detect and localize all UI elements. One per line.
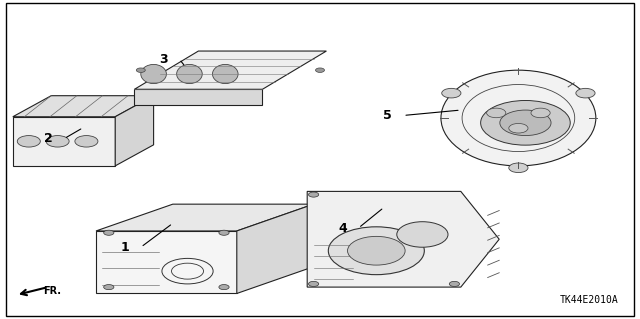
Circle shape (509, 163, 528, 173)
Text: 2: 2 (44, 132, 52, 145)
Polygon shape (115, 96, 154, 166)
Ellipse shape (441, 70, 596, 166)
Circle shape (104, 230, 114, 235)
Text: 1: 1 (120, 241, 129, 254)
Circle shape (481, 100, 570, 145)
Circle shape (531, 108, 550, 118)
Circle shape (486, 108, 506, 118)
Circle shape (308, 281, 319, 286)
Text: 5: 5 (383, 109, 392, 122)
Circle shape (576, 88, 595, 98)
Ellipse shape (212, 64, 238, 84)
Polygon shape (13, 117, 115, 166)
Circle shape (219, 230, 229, 235)
Circle shape (397, 222, 448, 247)
Text: 3: 3 (159, 53, 168, 65)
Circle shape (500, 110, 551, 136)
Circle shape (316, 68, 324, 72)
Polygon shape (96, 231, 237, 293)
Circle shape (328, 227, 424, 275)
Polygon shape (96, 204, 314, 231)
Circle shape (219, 285, 229, 290)
Ellipse shape (141, 64, 166, 84)
Circle shape (348, 236, 405, 265)
Circle shape (136, 68, 145, 72)
Text: 4: 4 (338, 222, 347, 234)
Circle shape (308, 192, 319, 197)
Ellipse shape (177, 64, 202, 84)
Polygon shape (13, 96, 154, 117)
Text: TK44E2010A: TK44E2010A (559, 295, 618, 305)
Circle shape (46, 136, 69, 147)
Circle shape (449, 281, 460, 286)
Polygon shape (134, 51, 326, 89)
Circle shape (17, 136, 40, 147)
Circle shape (509, 123, 528, 133)
Circle shape (75, 136, 98, 147)
Text: FR.: FR. (44, 286, 61, 296)
Circle shape (442, 88, 461, 98)
Circle shape (104, 285, 114, 290)
Polygon shape (307, 191, 499, 287)
Polygon shape (237, 204, 314, 293)
Polygon shape (134, 89, 262, 105)
